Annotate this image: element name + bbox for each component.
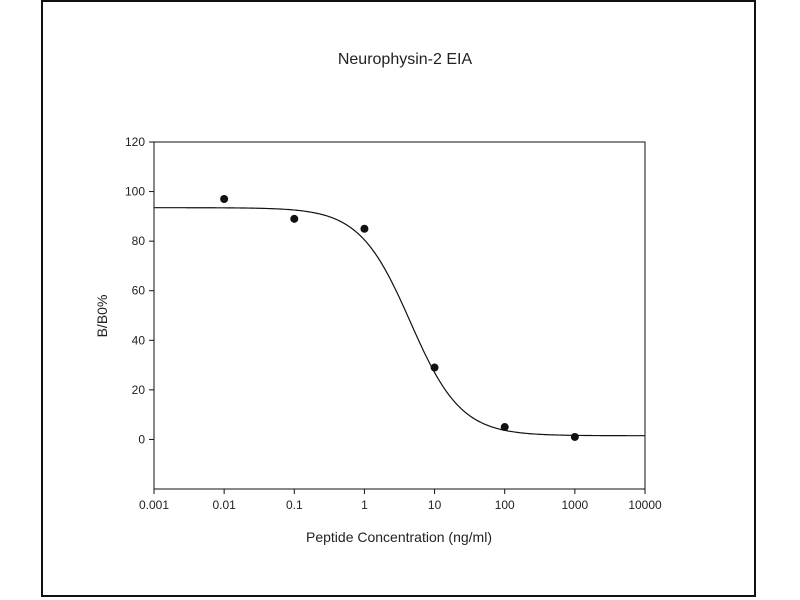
y-axis-label: B/B0% [94, 295, 110, 338]
plot-area [153, 141, 646, 490]
fit-curve [154, 207, 645, 437]
y-axis-ticks: 0 20 40 60 80 100 120 [125, 135, 154, 446]
y-tick-label: 100 [125, 185, 145, 199]
data-point [220, 195, 229, 204]
data-point [500, 423, 509, 432]
x-tick-label: 0.01 [212, 498, 236, 512]
data-points [220, 195, 579, 441]
y-tick-label: 80 [132, 234, 146, 248]
data-point [570, 432, 579, 441]
chart-title: Neurophysin-2 EIA [338, 51, 473, 68]
x-axis-ticks: 0.001 0.01 0.1 1 10 100 1000 10000 [139, 489, 662, 512]
x-tick-label: 1 [361, 498, 368, 512]
y-tick-label: 60 [132, 284, 146, 298]
y-tick-label: 120 [125, 135, 145, 149]
x-tick-label: 0.001 [139, 498, 169, 512]
data-point [290, 214, 299, 223]
y-tick-label: 0 [138, 432, 145, 446]
x-tick-label: 100 [495, 498, 515, 512]
chart-svg: Neurophysin-2 EIA 0.001 0.01 0.1 1 10 100 1000… [94, 51, 662, 545]
x-axis-label: Peptide Concentration (ng/ml) [306, 529, 492, 545]
data-point [360, 224, 369, 233]
chart-frame: Neurophysin-2 EIA 0.001 0.01 0.1 1 10 100 1000… [41, 0, 756, 597]
data-point [430, 363, 439, 372]
x-tick-label: 1000 [562, 498, 589, 512]
x-tick-label: 10000 [628, 498, 662, 512]
y-tick-label: 40 [132, 333, 146, 347]
x-tick-label: 10 [428, 498, 442, 512]
x-tick-label: 0.1 [286, 498, 303, 512]
y-tick-label: 20 [132, 383, 146, 397]
